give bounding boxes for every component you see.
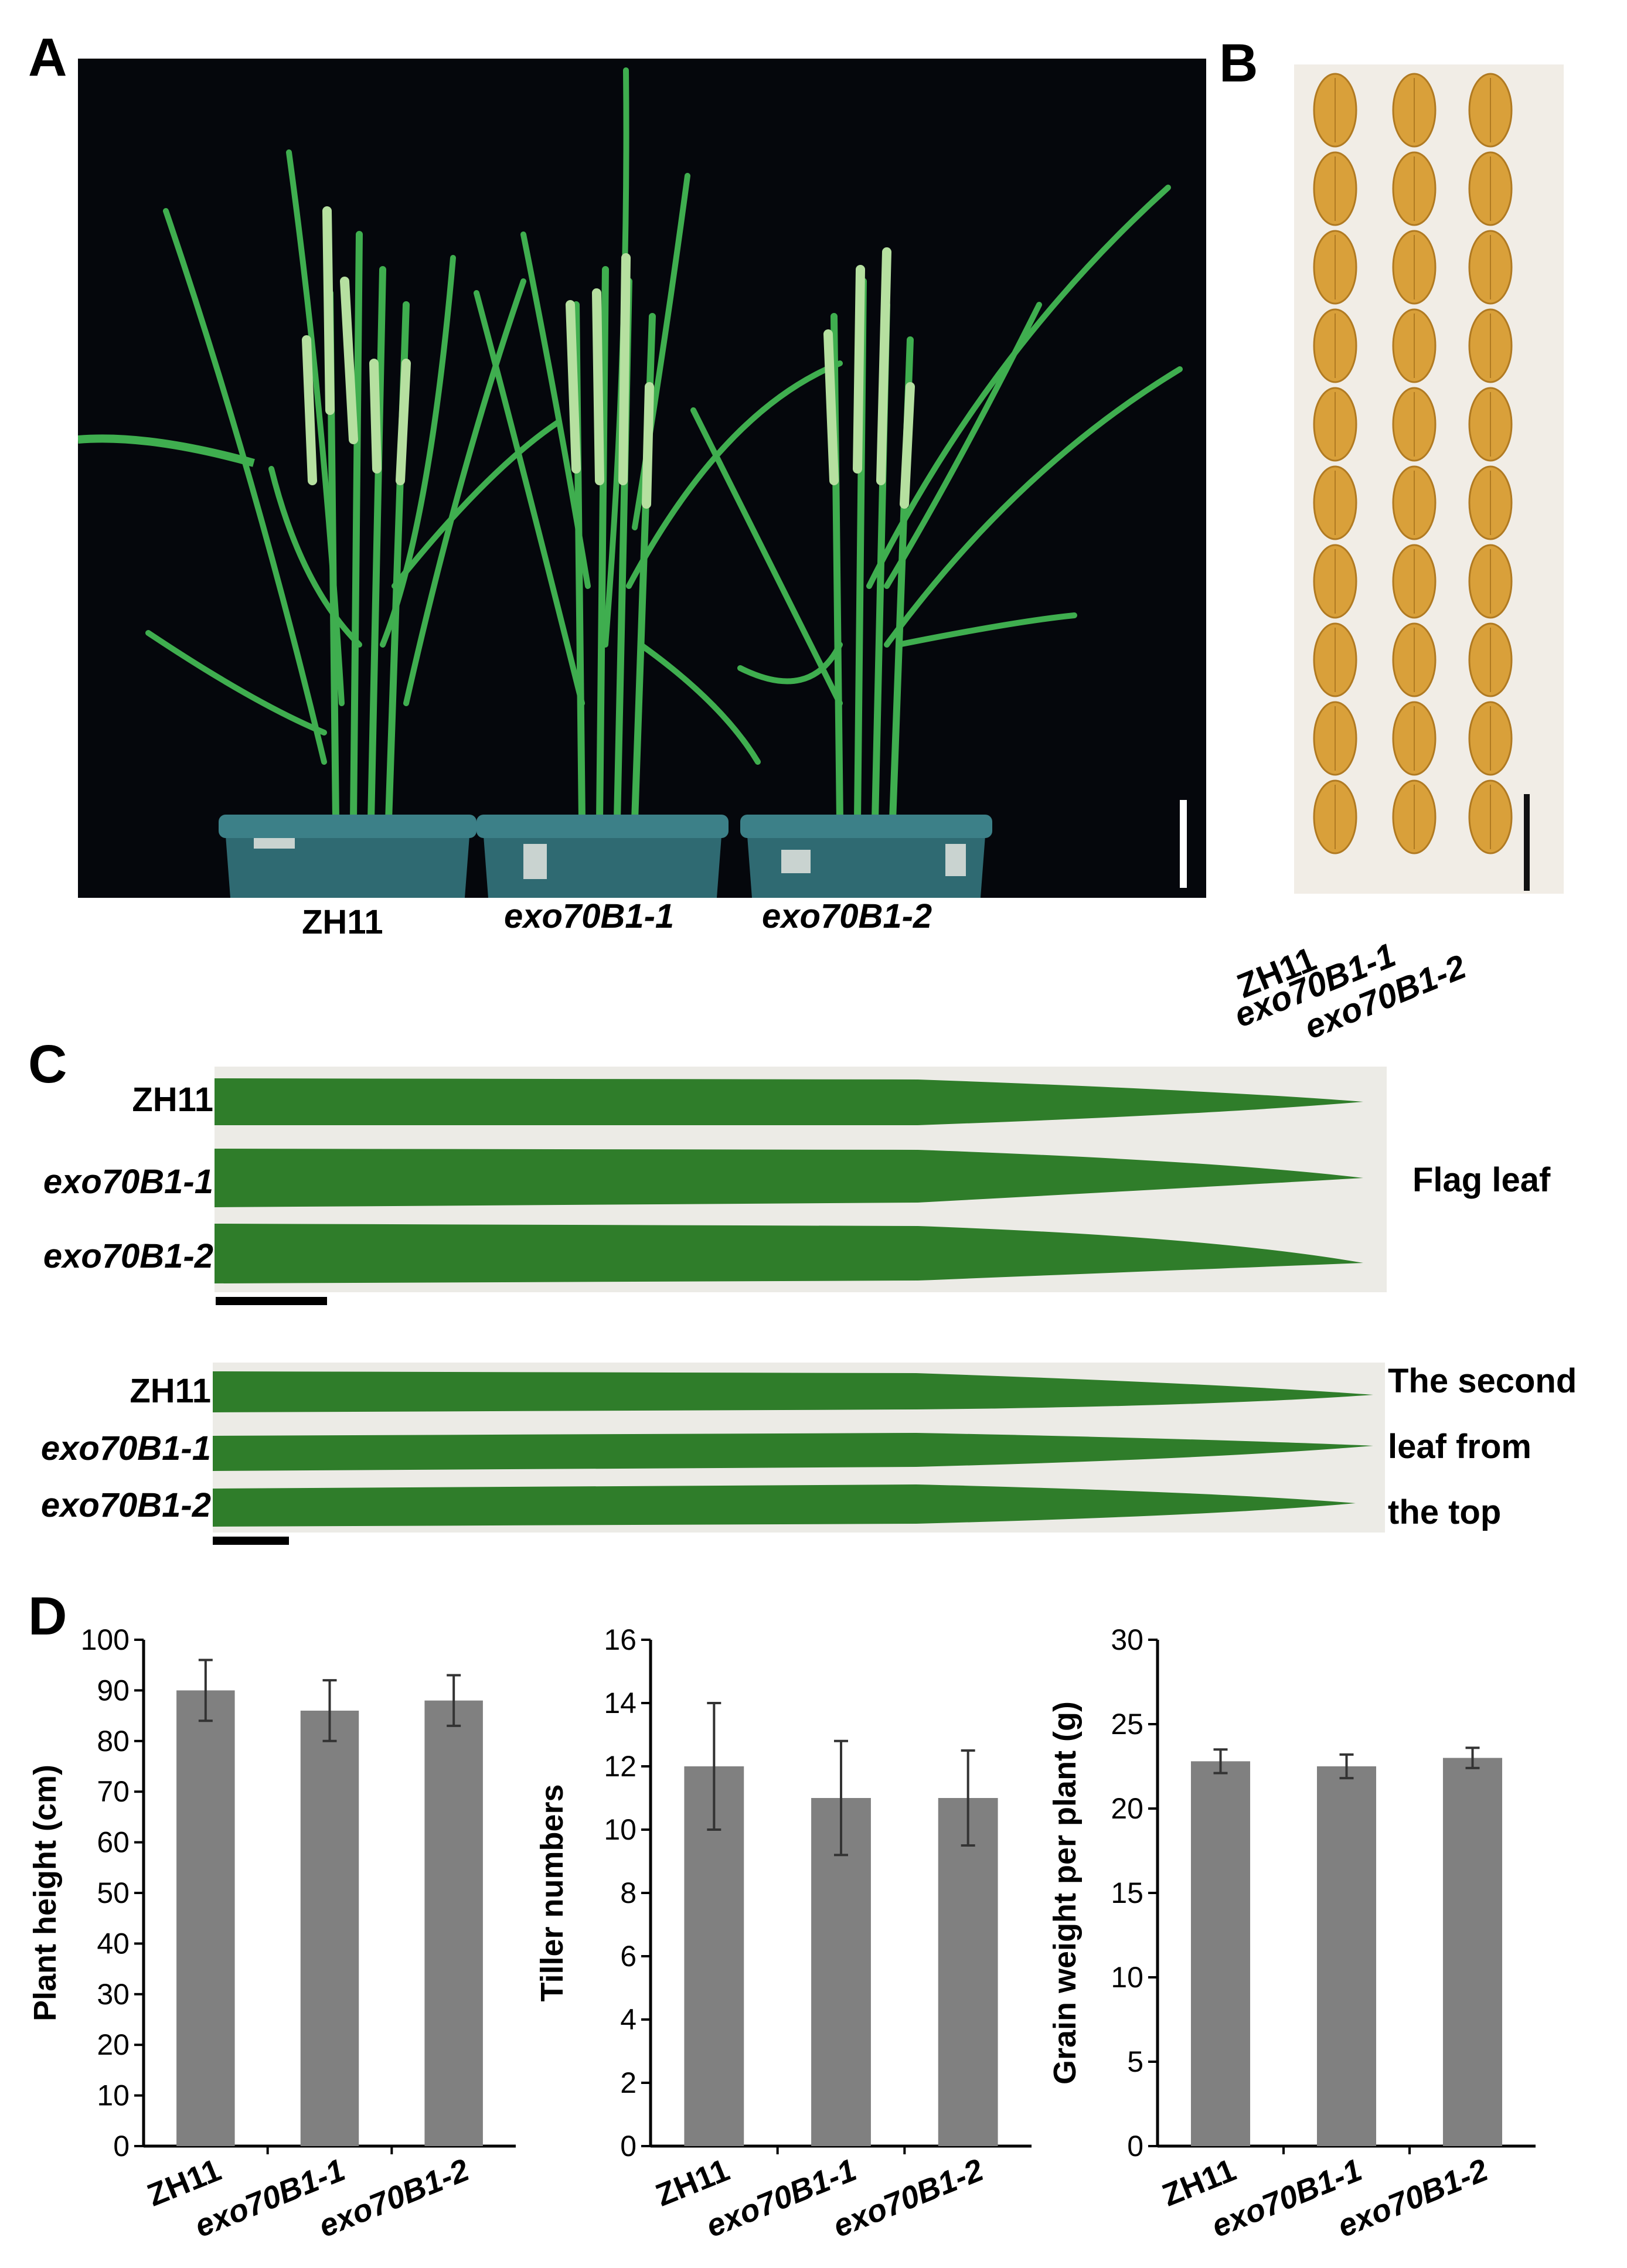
y-tick-label: 10 [604,1813,636,1846]
y-tick-label: 16 [604,1623,636,1656]
y-tick-label: 0 [620,2130,636,2163]
flag-leaf-photo [215,1067,1387,1292]
y-tick-label: 0 [1127,2130,1143,2163]
plant-zh11-panicles [302,206,411,485]
flag-label-zh11: ZH11 [132,1081,213,1119]
plant-exo70b1-2-panicles [823,247,915,509]
y-tick-label: 2 [620,2066,636,2099]
second-side-label-line1: The second [1388,1362,1577,1400]
bar [1190,1761,1251,2146]
plant-exo70b1-1-panicles [566,253,654,509]
y-tick-label: 90 [97,1674,130,1707]
second-label-zh11: ZH11 [130,1372,211,1410]
second-side-label-line3: the top [1388,1493,1502,1531]
flag-side-label: Flag leaf [1412,1161,1551,1199]
y-axis-label: Plant height (cm) [28,1765,63,2021]
y-tick-label: 10 [1111,1961,1143,1994]
y-tick-label: 0 [113,2130,130,2163]
y-tick-label: 20 [97,2028,130,2061]
y-tick-label: 6 [620,1940,636,1973]
y-tick-label: 25 [1111,1708,1143,1741]
y-tick-label: 10 [97,2079,130,2112]
panel-c-letter: C [28,1034,67,1094]
y-tick-label: 4 [620,2003,636,2036]
second-label-exo70b1-2: exo70B1-2 [40,1486,211,1524]
panel-b-letter: B [1219,33,1258,93]
y-tick-label: 100 [81,1623,130,1656]
flag-label-exo70b1-1: exo70B1-1 [43,1163,213,1201]
bar [1442,1758,1503,2146]
y-axis-label: Grain weight per plant (g) [1047,1701,1083,2085]
second-leaf-photo [213,1363,1385,1533]
panel-d-letter: D [28,1586,67,1646]
y-tick-label: 60 [97,1826,130,1859]
second-label-exo70b1-1: exo70B1-1 [40,1429,211,1467]
scale-bar-b [1524,794,1530,891]
second-side-label-line2: leaf from [1388,1428,1531,1466]
scale-bar-a [1180,800,1187,888]
y-tick-label: 30 [1111,1623,1143,1656]
panel-b-photo [1294,64,1564,894]
y-tick-label: 30 [97,1978,130,2011]
y-tick-label: 5 [1127,2045,1143,2078]
scale-bar-c-flag [216,1297,327,1305]
rice-plants-photo [77,59,1206,898]
panel-a-letter: A [28,28,67,87]
panel-a-label-exo70b1-2: exo70B1-2 [762,897,932,935]
grain-photo [1294,64,1564,894]
panel-a-label-exo70b1-1: exo70B1-1 [504,897,675,935]
bar [300,1710,359,2146]
scale-bar-c-second [213,1537,289,1545]
y-tick-label: 40 [97,1927,130,1960]
y-tick-label: 80 [97,1725,130,1758]
y-axis-label: Tiller numbers [535,1784,570,2001]
y-tick-label: 50 [97,1877,130,1909]
panel-b-labels: ZH11 exo70B1-1 exo70B1-2 [1229,917,1559,1047]
bar [1316,1766,1377,2146]
bar [938,1798,998,2146]
y-tick-label: 8 [620,1877,636,1909]
plant-zh11 [145,149,561,824]
bar [424,1700,483,2146]
y-tick-label: 12 [604,1750,636,1783]
y-tick-label: 70 [97,1775,130,1808]
y-tick-label: 14 [604,1687,636,1719]
y-tick-label: 20 [1111,1792,1143,1825]
pots [219,815,992,898]
panel-a-photo [77,59,1206,898]
flag-label-exo70b1-2: exo70B1-2 [43,1237,213,1275]
bar [176,1690,235,2146]
panel-a-label-zh11: ZH11 [302,903,383,941]
y-tick-label: 15 [1111,1877,1143,1909]
